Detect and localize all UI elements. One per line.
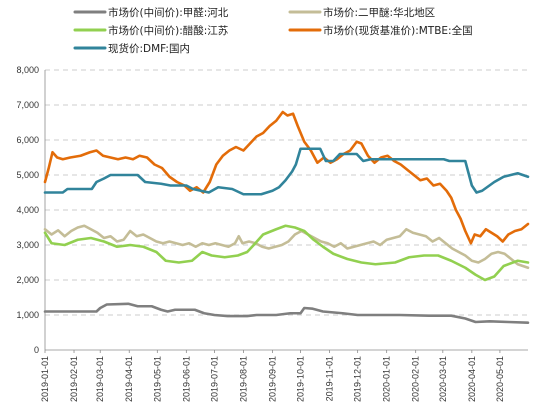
x-tick-label: 2019-09-01: [267, 356, 277, 402]
x-tick-label: 2019-06-01: [181, 356, 191, 402]
x-tick-label: 2019-01-01: [40, 356, 50, 402]
series-line-2: [43, 224, 530, 270]
x-tick-label: 2020-05-01: [495, 356, 505, 402]
legend-label: 市场价(中间价):醋酸:江苏: [108, 24, 228, 37]
x-tick-label: 2020-03-01: [438, 356, 448, 402]
series-line-1: [43, 302, 530, 324]
x-tick-label: 2019-07-01: [209, 356, 219, 402]
x-tick-label: 2020-04-01: [467, 356, 477, 402]
y-tick-label: 5,000: [16, 170, 39, 180]
series-line-5: [43, 147, 530, 196]
x-tick-label: 2019-04-01: [124, 356, 134, 402]
y-tick-label: 7,000: [16, 100, 39, 110]
grid: [44, 69, 528, 351]
x-tick-label: 2019-02-01: [69, 356, 79, 402]
series-line-4: [43, 110, 530, 245]
x-tick-label: 2019-12-01: [353, 356, 363, 402]
y-tick-label: 2,000: [16, 275, 39, 285]
y-tick-label: 1,000: [16, 310, 39, 320]
x-tick-label: 2019-03-01: [95, 356, 105, 402]
x-tick-label: 2020-01-01: [382, 356, 392, 402]
plot-area: [43, 110, 530, 324]
y-tick-label: 4,000: [16, 205, 39, 215]
legend: 市场价(中间价):甲醛:河北 市场价:二甲醚:华北地区市场价(中间价):醋酸:江苏…: [73, 6, 473, 55]
y-tick-label: 0: [34, 345, 39, 355]
x-tick-label: 2019-11-01: [325, 356, 335, 401]
x-tick-label: 2019-10-01: [296, 356, 306, 402]
series-line-3: [43, 224, 530, 282]
x-tick-label: 2019-08-01: [238, 356, 248, 402]
x-axis: 2019-01-01 2019-02-01 2019-03-01 2019-04-01…: [40, 350, 505, 402]
legend-label: 市场价:二甲醚:华北地区: [323, 6, 435, 19]
legend-label: 市场价(中间价):甲醛:河北: [108, 6, 229, 19]
y-tick-label: 3,000: [16, 240, 39, 250]
x-tick-label: 2020-02-01: [411, 356, 421, 402]
y-tick-label: 8,000: [16, 65, 39, 75]
legend-label: 市场价(现货基准价):MTBE:全国: [323, 24, 473, 37]
legend-label: 现货价:DMF:国内: [108, 42, 190, 55]
x-tick-label: 2019-05-01: [152, 356, 162, 402]
y-tick-label: 6,000: [16, 135, 39, 145]
y-axis: 0 1,000 2,000 3,000 4,000 5,000 6,000 7,000 8,00…: [16, 65, 39, 355]
